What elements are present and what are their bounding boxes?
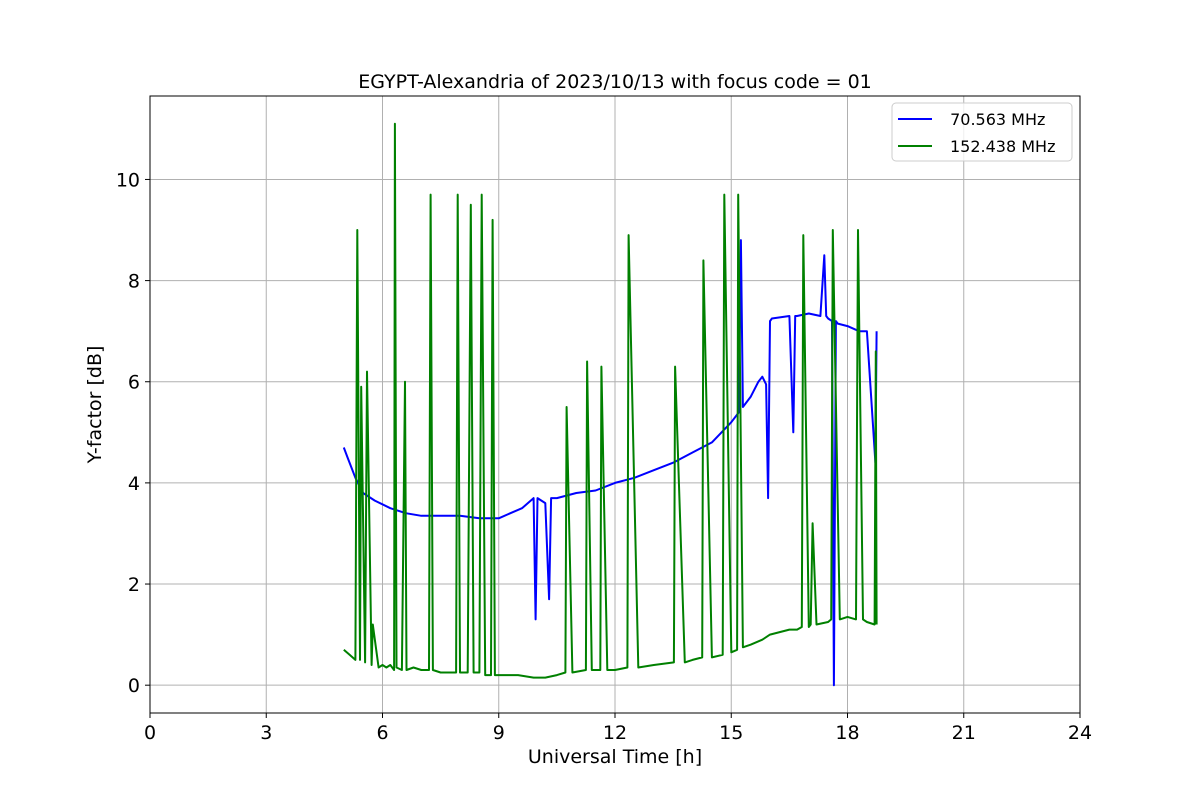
series-line-1 xyxy=(343,122,878,679)
legend-label-152mhz: 152.438 MHz xyxy=(950,137,1055,156)
x-tick-label: 6 xyxy=(376,722,388,744)
x-tick-label: 3 xyxy=(260,722,272,744)
legend: 70.563 MHz 152.438 MHz xyxy=(891,102,1073,162)
y-tick-label: 6 xyxy=(128,372,140,394)
x-axis-ticks: 0 3 6 9 12 15 18 21 24 xyxy=(144,713,1092,744)
x-tick-label: 21 xyxy=(952,722,976,744)
x-tick-label: 15 xyxy=(719,722,743,744)
x-axis-label: Universal Time [h] xyxy=(528,746,702,768)
chart-title: EGYPT-Alexandria of 2023/10/13 with focu… xyxy=(358,71,872,93)
x-tick-label: 0 xyxy=(144,722,156,744)
y-tick-label: 8 xyxy=(128,271,140,293)
x-tick-label: 9 xyxy=(493,722,505,744)
legend-label-70mhz: 70.563 MHz xyxy=(945,110,1045,129)
x-tick-label: 18 xyxy=(835,722,859,744)
y-tick-label: 0 xyxy=(128,675,140,697)
x-tick-label: 12 xyxy=(603,722,627,744)
y-axis-ticks: 0 2 4 6 8 10 xyxy=(116,169,150,697)
y-tick-label: 2 xyxy=(128,574,140,596)
y-tick-label: 10 xyxy=(116,169,140,191)
legend-box xyxy=(891,102,1073,162)
x-tick-label: 24 xyxy=(1068,722,1092,744)
plot-area xyxy=(342,122,878,687)
y-tick-label: 4 xyxy=(128,473,140,495)
y-axis-label: Y-factor [dB] xyxy=(84,346,106,465)
